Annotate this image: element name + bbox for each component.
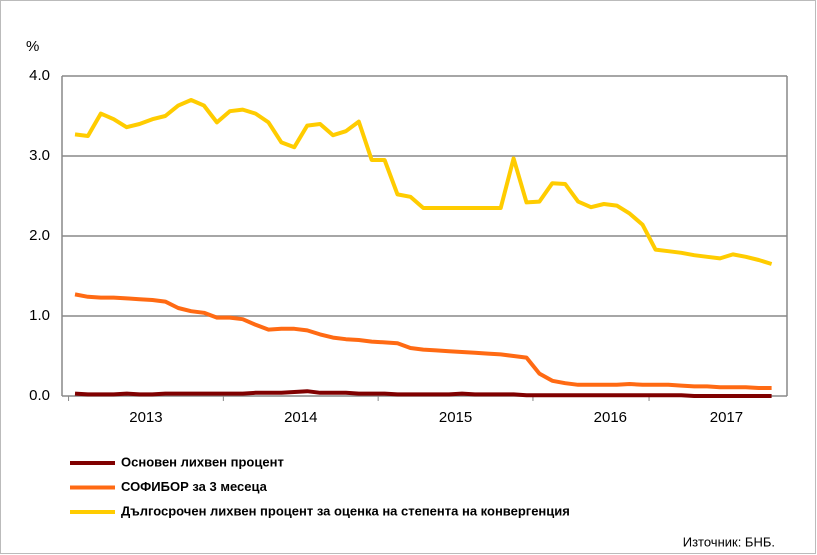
y-tick-label: 1.0 (29, 307, 50, 324)
legend-label: СОФИБОР за 3 месеца (121, 479, 268, 494)
y-tick-label: 0.0 (29, 387, 50, 404)
legend-label: Дългосрочен лихвен процент за оценка на … (121, 503, 570, 518)
series-line (74, 292, 772, 390)
x-tick-label: 2014 (284, 409, 317, 426)
x-tick-label: 2016 (594, 409, 627, 426)
y-tick-label: 2.0 (29, 227, 50, 244)
y-tick-label: 3.0 (29, 147, 50, 164)
source: Източник: БНБ. (683, 534, 775, 549)
series-line (74, 389, 772, 398)
series-line (74, 98, 773, 266)
x-tick-label: 2017 (710, 409, 743, 426)
x-tick-label: 2013 (129, 409, 162, 426)
legend-label: Основен лихвен процент (121, 454, 284, 469)
y-axis-unit: % (26, 38, 39, 55)
x-tick-label: 2015 (439, 409, 472, 426)
y-tick-label: 4.0 (29, 67, 50, 84)
